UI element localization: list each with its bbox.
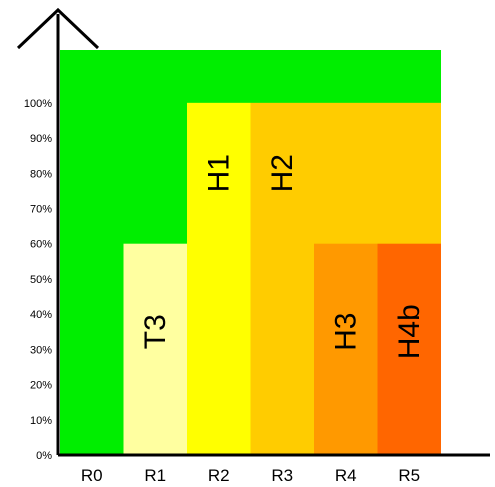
y-tick-label: 20% <box>30 380 52 392</box>
y-tick-label: 0% <box>36 450 52 462</box>
block-h3 <box>314 243 378 455</box>
y-tick-label: 60% <box>30 239 52 251</box>
y-tick-label: 100% <box>24 98 52 110</box>
y-tick-label: 10% <box>30 415 52 427</box>
block-t3 <box>123 243 187 455</box>
x-tick-label: R2 <box>208 466 230 485</box>
y-tick-label: 30% <box>30 344 52 356</box>
block-label-h3: H3 <box>329 313 362 351</box>
block-label-h2: H2 <box>266 154 299 192</box>
block-labels-layer: T3 H1 H2 H3 H4b <box>139 154 426 359</box>
x-axis-ticks: R0 R1 R2 R3 R4 R5 <box>81 466 420 485</box>
y-axis-ticks: 0% 10% 20% 30% 40% 50% 60% 70% 80% 90% 100% <box>24 98 52 462</box>
y-tick-label: 40% <box>30 309 52 321</box>
y-tick-label: 80% <box>30 168 52 180</box>
y-tick-label: 90% <box>30 133 52 145</box>
x-tick-label: R4 <box>335 466 357 485</box>
block-h1 <box>187 102 251 456</box>
x-tick-label: R5 <box>398 466 420 485</box>
block-label-t3: T3 <box>139 314 172 349</box>
block-label-h4b: H4b <box>393 304 426 359</box>
x-tick-label: R1 <box>144 466 166 485</box>
block-label-h1: H1 <box>202 154 235 192</box>
y-tick-label: 70% <box>30 203 52 215</box>
blocks-layer <box>123 102 441 456</box>
x-tick-label: R0 <box>81 466 103 485</box>
y-tick-label: 50% <box>30 274 52 286</box>
block-h4b <box>377 243 441 455</box>
y-axis-arrow-icon <box>16 7 100 50</box>
x-tick-label: R3 <box>271 466 293 485</box>
